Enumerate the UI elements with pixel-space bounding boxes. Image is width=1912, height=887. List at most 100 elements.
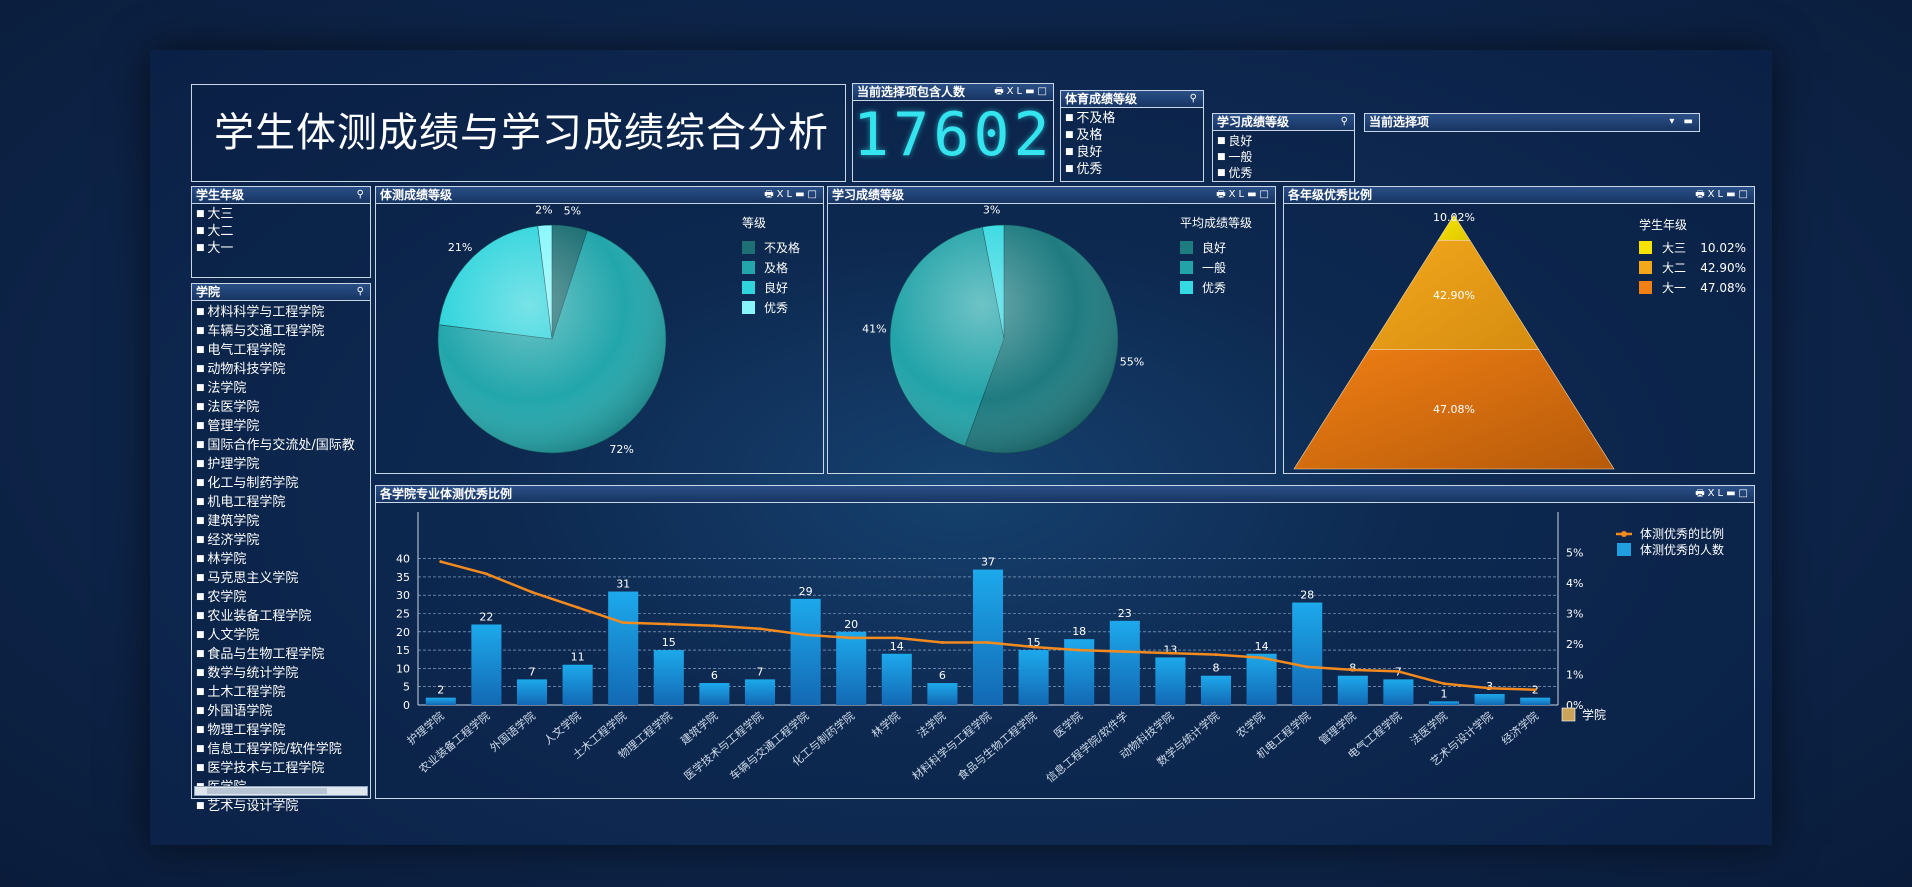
legend-swatch [1180,261,1193,274]
list-item[interactable]: 化工与制药学院 [196,474,366,493]
list-item[interactable]: 信息工程学院/软件学院 [196,740,366,759]
horizontal-scrollbar[interactable] [194,786,368,796]
list-item[interactable]: 不及格 [1065,110,1199,127]
bar-value-label: 11 [571,651,585,664]
bar-value-label: 7 [757,665,764,678]
maximize-icon[interactable]: □ [1738,189,1751,200]
list-item[interactable]: 经济学院 [196,531,366,550]
print-icon[interactable]: 🖶 [994,86,1007,97]
list-item[interactable]: 大三 [196,206,366,223]
minimize-icon[interactable]: ▬ [1726,488,1739,499]
search-icon[interactable]: ⚲ [1189,93,1200,104]
list-item[interactable]: 良好 [1217,133,1350,149]
search-icon[interactable]: ⚲ [356,189,367,200]
list-item[interactable]: 法医学院 [196,398,366,417]
minimize-icon[interactable]: ▬ [795,189,808,200]
chevron-down-icon[interactable]: ▾ ▬ [1669,116,1696,127]
maximize-icon[interactable]: □ [1037,86,1050,97]
bar [836,631,867,705]
maximize-icon[interactable]: □ [1738,488,1751,499]
panel-controls[interactable]: 🖶XL▬□ [1216,187,1272,203]
list-item[interactable]: 大二 [196,223,366,240]
pie-shading [890,225,1118,453]
list-item[interactable]: 一般 [1217,149,1350,165]
y-tick-label: 35 [396,571,410,584]
list-item[interactable]: 医学技术与工程学院 [196,759,366,778]
panel-controls[interactable]: 🖶XL▬□ [994,84,1050,100]
grade-filter: 学生年级 ⚲ 大三 大二 大一 [191,186,371,278]
print-icon[interactable]: 🖶 [1695,488,1708,499]
list-item[interactable]: 电气工程学院 [196,341,366,360]
list-item[interactable]: 马克思主义学院 [196,569,366,588]
bar-value-label: 2 [437,684,444,697]
panel-controls[interactable]: 🖶XL▬□ [1695,187,1751,203]
line-point [1123,650,1127,654]
list-item[interactable]: 车辆与交通工程学院 [196,322,366,341]
minimize-icon[interactable]: ▬ [1025,86,1038,97]
count-panel: 当前选择项包含人数 🖶XL▬□ 17602 [852,83,1054,182]
data-label: 42.90% [1433,289,1475,302]
bar [1474,694,1505,705]
list-item[interactable]: 农学院 [196,588,366,607]
list-item[interactable]: 物理工程学院 [196,721,366,740]
search-icon[interactable]: ⚲ [356,286,367,297]
list-item[interactable]: 数学与统计学院 [196,664,366,683]
list-item[interactable]: 土木工程学院 [196,683,366,702]
minimize-icon[interactable]: ▬ [1726,189,1739,200]
xl-icon[interactable]: XL [1228,189,1248,200]
current-selection-caption[interactable]: 当前选择项 ▾ ▬ [1365,114,1699,131]
list-item[interactable]: 大一 [196,240,366,257]
list-item[interactable]: 材料科学与工程学院 [196,303,366,322]
print-icon[interactable]: 🖶 [1695,189,1708,200]
xl-icon[interactable]: XL [1707,189,1727,200]
list-item[interactable]: 人文学院 [196,626,366,645]
xl-icon[interactable]: XL [1707,488,1727,499]
print-icon[interactable]: 🖶 [1216,189,1229,200]
list-item[interactable]: 农业装备工程学院 [196,607,366,626]
y-tick-label: 15 [396,644,410,657]
list-item[interactable]: 法学院 [196,379,366,398]
legend-entry: 体测优秀的人数 [1640,542,1724,557]
list-item[interactable]: 艺术与设计学院 [196,797,366,816]
y2-tick-label: 5% [1566,547,1583,560]
maximize-icon[interactable]: □ [807,189,820,200]
list-item[interactable]: 管理学院 [196,417,366,436]
bar-value-label: 8 [1213,662,1220,675]
legend-entry: 大三 [1662,241,1686,255]
xl-icon[interactable]: XL [776,189,796,200]
maximize-icon[interactable]: □ [1259,189,1272,200]
data-label: 41% [862,323,886,336]
study-pie-panel: 学习成绩等级 🖶XL▬□ 55% 41% 3% 平均成绩等级 良好 一般 优秀 [827,186,1276,474]
scrollbar-thumb[interactable] [207,788,327,794]
list-item[interactable]: 护理学院 [196,455,366,474]
panel-controls[interactable]: 🖶XL▬□ [1695,486,1751,502]
list-item[interactable]: 动物科技学院 [196,360,366,379]
list-item[interactable]: 优秀 [1065,161,1199,178]
current-selection[interactable]: 当前选择项 ▾ ▬ [1364,113,1700,132]
legend-entry: 一般 [1202,260,1226,275]
list-item[interactable]: 林学院 [196,550,366,569]
print-icon[interactable]: 🖶 [764,189,777,200]
list-item[interactable]: 良好 [1065,144,1199,161]
bar [744,679,776,705]
list-item[interactable]: 及格 [1065,127,1199,144]
minimize-icon[interactable]: ▬ [1247,189,1260,200]
bar-value-label: 14 [1255,640,1269,653]
list-item[interactable]: 食品与生物工程学院 [196,645,366,664]
grade-filter-caption: 学生年级 ⚲ [192,187,370,204]
list-item[interactable]: 建筑学院 [196,512,366,531]
list-item[interactable]: 外国语学院 [196,702,366,721]
bar [562,664,593,705]
search-icon[interactable]: ⚲ [1340,116,1351,127]
list-item[interactable]: 优秀 [1217,165,1350,181]
xl-icon[interactable]: XL [1006,86,1026,97]
x-tick-label: 护理学院 [404,709,447,748]
panel-controls[interactable]: 🖶XL▬□ [764,187,820,203]
y2-tick-label: 1% [1566,669,1583,682]
list-item[interactable]: 国际合作与交流处/国际教 [196,436,366,455]
list-item[interactable]: 机电工程学院 [196,493,366,512]
college-filter: 学院 ⚲ 材料科学与工程学院车辆与交通工程学院电气工程学院动物科技学院法学院法医… [191,283,371,814]
